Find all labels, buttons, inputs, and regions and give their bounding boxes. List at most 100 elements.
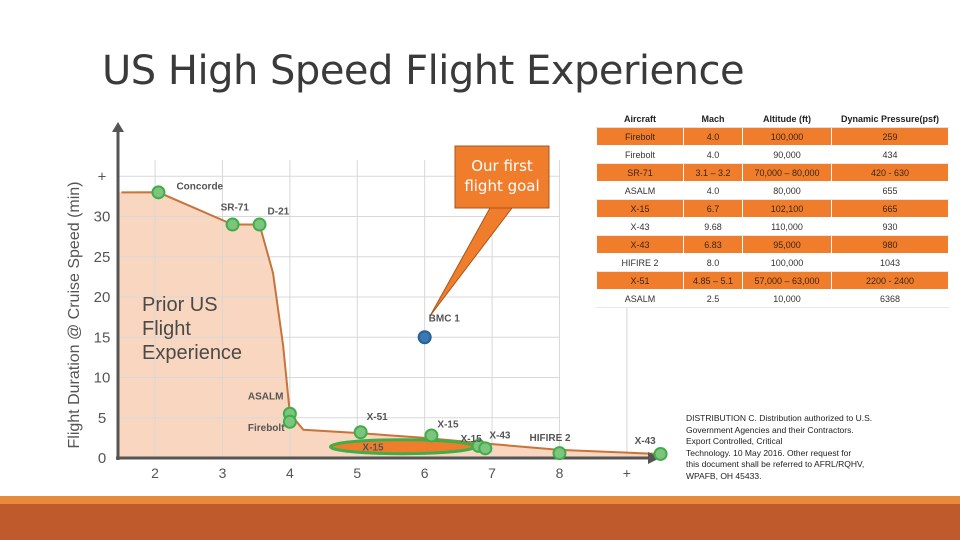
point-marker (252, 217, 267, 232)
table-cell: 10,000 (742, 289, 832, 308)
ellipse-label: X-15 (362, 443, 384, 454)
callout-text: Our first flight goal (456, 156, 548, 196)
point-label: X-15 (437, 419, 459, 430)
table-cell: X-15 (596, 199, 684, 218)
y-tick-label: + (98, 168, 107, 185)
callout-pointer (429, 207, 514, 317)
table-header-row: Aircraft Mach Altitude (ft) Dynamic Pres… (596, 109, 949, 128)
table-cell: 3.1 – 3.2 (683, 163, 743, 182)
table-cell: 100,000 (742, 253, 832, 272)
table-cell: 1043 (831, 253, 949, 272)
footer-bar-accent (0, 496, 960, 504)
distribution-statement: DISTRIBUTION C. Distribution authorized … (686, 413, 896, 483)
point-marker (552, 446, 567, 461)
point-label: X-51 (367, 412, 389, 423)
table-cell: 2.5 (683, 289, 743, 308)
aircraft-table: Aircraft Mach Altitude (ft) Dynamic Pres… (596, 109, 949, 308)
table-row: SR-71 3.1 – 3.2 70,000 – 80,000 420 - 630 (596, 163, 949, 182)
table-row: X-51 4.85 – 5.1 57,000 – 63,000 2200 - 2400 (596, 271, 949, 290)
point-label: HIFIRE 2 (529, 433, 571, 444)
slide-title: US High Speed Flight Experience (102, 48, 745, 94)
table-cell: 90,000 (742, 145, 832, 164)
x-tick-label: 3 (219, 465, 227, 481)
x15-ellipse (328, 438, 476, 456)
table-cell: X-43 (596, 217, 684, 236)
point-label: X-15 (461, 434, 483, 445)
table-cell: 434 (831, 145, 949, 164)
point-label: X-43 (489, 430, 511, 441)
area-label-line: Flight (142, 318, 191, 340)
point-marker (424, 428, 439, 443)
point-label: SR-71 (221, 203, 250, 214)
area-label-line: Prior US (142, 294, 218, 316)
y-tick-label: 25 (94, 249, 111, 266)
x-axis-arrow (648, 452, 660, 464)
callout-line-1: Our first (471, 157, 533, 175)
distribution-line: DISTRIBUTION C. Distribution authorized … (686, 413, 873, 423)
table-cell: 655 (831, 181, 949, 200)
table-cell: 80,000 (742, 181, 832, 200)
point-label: ASALM (248, 392, 284, 403)
table-cell: 2200 - 2400 (831, 271, 949, 290)
point-label: BMC 1 (429, 313, 461, 324)
table-cell: X-43 (596, 235, 684, 254)
table-cell: ASALM (596, 289, 684, 308)
x-tick-label: 7 (488, 465, 496, 481)
x-tick-label: 4 (286, 465, 294, 481)
table-cell: 4.0 (683, 181, 743, 200)
point-marker (478, 441, 493, 456)
callout-box (454, 145, 550, 209)
table-cell: 110,000 (742, 217, 832, 236)
point-marker (282, 414, 297, 429)
header-mach: Mach (683, 109, 743, 128)
table-row: ASALM 2.5 10,000 6368 (596, 289, 949, 308)
point-marker (353, 425, 368, 440)
table-cell: Firebolt (596, 127, 684, 146)
x-tick-label: 5 (353, 465, 361, 481)
x-tick-label: 6 (421, 465, 429, 481)
table-cell: Firebolt (596, 145, 684, 164)
point-marker (151, 185, 166, 200)
distribution-line: Technology. 10 May 2016. Other request f… (686, 447, 852, 458)
table-cell: 100,000 (742, 127, 832, 146)
y-tick-label: 5 (98, 410, 106, 427)
y-axis-label: Flight Duration @ Cruise Speed (min) (66, 181, 83, 448)
table-cell: X-51 (596, 271, 684, 290)
y-tick-label: 15 (94, 329, 111, 346)
distribution-line: Government Agencies and their Contractor… (686, 424, 854, 435)
table-cell: 665 (831, 199, 949, 218)
table-cell: 70,000 – 80,000 (742, 163, 832, 182)
distribution-line: Export Controlled, Critical (686, 436, 783, 447)
x-tick-label: 2 (151, 465, 159, 481)
table-cell: 259 (831, 127, 949, 146)
table-cell: 8.0 (683, 253, 743, 272)
y-tick-label: 20 (94, 289, 111, 306)
distribution-line: this document shall be referred to AFRL/… (686, 459, 865, 470)
y-tick-label: 10 (94, 370, 111, 387)
table-row: X-43 9.68 110,000 930 (596, 217, 949, 236)
table-row: HIFIRE 2 8.0 100,000 1043 (596, 253, 949, 272)
point-label: D-21 (268, 207, 290, 218)
point-marker (417, 330, 432, 345)
table-cell: 9.68 (683, 217, 743, 236)
table-cell: HIFIRE 2 (596, 253, 684, 272)
table-cell: 95,000 (742, 235, 832, 254)
distribution-line: WPAFB, OH 45433. (686, 470, 762, 481)
experience-area (118, 192, 661, 459)
table-cell: 4.0 (683, 127, 743, 146)
table-cell: 4.85 – 5.1 (683, 271, 743, 290)
table-cell: 6368 (831, 289, 949, 308)
table-cell: ASALM (596, 181, 684, 200)
table-row: ASALM 4.0 80,000 655 (596, 181, 949, 200)
table-cell: 6.7 (683, 199, 743, 218)
point-label: Concorde (176, 181, 223, 192)
footer-bar (0, 504, 960, 540)
header-aircraft: Aircraft (596, 109, 684, 128)
table-cell: 6.83 (683, 235, 743, 254)
x-tick-label: 8 (556, 465, 564, 481)
table-cell: 980 (831, 235, 949, 254)
table-cell: 930 (831, 217, 949, 236)
header-altitude: Altitude (ft) (742, 109, 832, 128)
table-cell: 420 - 630 (831, 163, 949, 182)
